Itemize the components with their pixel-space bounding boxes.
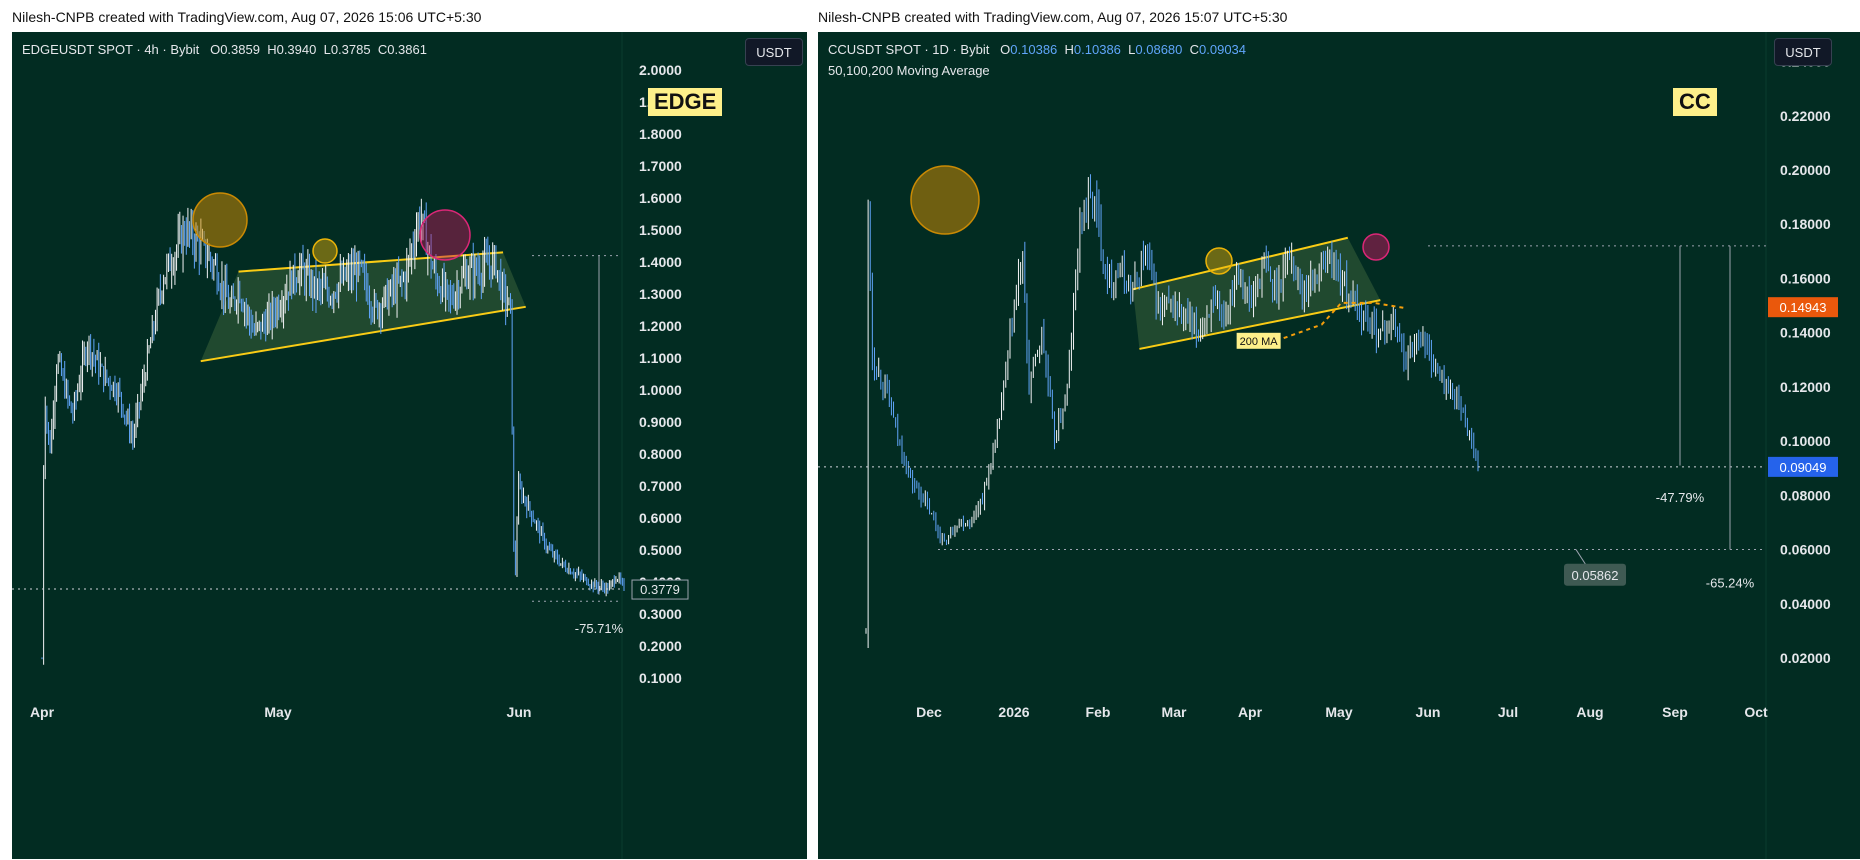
cc-chart-panel[interactable]: 0.240000.220000.200000.180000.160000.140… bbox=[818, 32, 1860, 859]
symbol-header: EDGEUSDT SPOT · 4h · Bybit O0.3859 H0.39… bbox=[22, 42, 427, 57]
x-tick-label: Jul bbox=[1498, 704, 1518, 720]
last-price-label: 0.3779 bbox=[640, 582, 680, 597]
y-tick-label: 0.04000 bbox=[1780, 596, 1831, 612]
open-value: 0.10386 bbox=[1010, 42, 1058, 57]
close-value: 0.3861 bbox=[387, 42, 427, 57]
y-tick-label: 0.06000 bbox=[1780, 542, 1831, 558]
x-tick-label: Oct bbox=[1744, 704, 1768, 720]
channel-lower-line bbox=[200, 305, 526, 363]
x-tick-label: Mar bbox=[1162, 704, 1187, 720]
x-tick-label: Sep bbox=[1662, 704, 1688, 720]
open-label: O bbox=[210, 42, 221, 57]
last-price-box bbox=[631, 579, 689, 600]
y-tick-label: 1.2000 bbox=[639, 318, 682, 334]
ma-value-box bbox=[1768, 297, 1838, 318]
currency-button[interactable]: USDT bbox=[745, 38, 803, 66]
y-tick-label: 0.8000 bbox=[639, 446, 682, 462]
y-tick-label: 0.7000 bbox=[639, 478, 682, 494]
y-tick-label: 0.9000 bbox=[639, 414, 682, 430]
top-circle-orange bbox=[910, 165, 980, 235]
x-tick-label: Apr bbox=[30, 704, 55, 720]
credit-right: Nilesh-CNPB created with TradingView.com… bbox=[818, 9, 1288, 25]
y-tick-label: 1.1000 bbox=[639, 350, 682, 366]
ma200-tag-box bbox=[1236, 332, 1281, 349]
x-tick-label: Apr bbox=[1238, 704, 1263, 720]
target-label: 0.05862 bbox=[1572, 568, 1619, 583]
cc-tag: CC bbox=[1673, 88, 1717, 116]
top-circle-orange bbox=[192, 192, 248, 248]
channel-lower-line bbox=[1139, 299, 1381, 350]
x-tick-label: Dec bbox=[916, 704, 942, 720]
x-tick-label: May bbox=[264, 704, 291, 720]
edge-chart-panel[interactable]: 2.00001.90001.80001.70001.60001.50001.40… bbox=[12, 32, 807, 859]
y-tick-label: 1.5000 bbox=[639, 222, 682, 238]
top-circle-yellow bbox=[312, 238, 338, 264]
ma200-tag: 200 MA bbox=[1240, 336, 1279, 348]
symbol-header: CCUSDT SPOT · 1D · Bybit O0.10386 H0.103… bbox=[828, 42, 1246, 57]
high-label: H bbox=[267, 42, 277, 57]
y-tick-label: 0.3000 bbox=[639, 606, 682, 622]
open-label: O bbox=[1000, 42, 1011, 57]
channel-upper-line bbox=[1132, 236, 1349, 291]
low-value: 0.08680 bbox=[1135, 42, 1183, 57]
close-label: C bbox=[377, 42, 388, 57]
symbol-label: EDGEUSDT SPOT · 4h · Bybit bbox=[22, 42, 200, 57]
y-tick-label: 0.5000 bbox=[639, 542, 682, 558]
drop-label-1: -47.79% bbox=[1656, 490, 1705, 505]
x-tick-label: May bbox=[1325, 704, 1352, 720]
currency-button[interactable]: USDT bbox=[1774, 38, 1832, 66]
top-circle-pink bbox=[1362, 233, 1390, 261]
ma-value-label: 0.14943 bbox=[1780, 300, 1827, 315]
y-tick-label: 1.8000 bbox=[639, 126, 682, 142]
y-tick-label: 0.6000 bbox=[639, 510, 682, 526]
y-tick-label: 2.0000 bbox=[639, 62, 682, 78]
target-box bbox=[1564, 563, 1626, 586]
x-tick-label: Jun bbox=[507, 704, 532, 720]
y-tick-label: 0.02000 bbox=[1780, 650, 1831, 666]
last-price-label: 0.09049 bbox=[1780, 460, 1827, 475]
drop-label-2: -65.24% bbox=[1706, 576, 1755, 591]
y-tick-label: 1.4000 bbox=[639, 254, 682, 270]
symbol-label: CCUSDT SPOT · 1D · Bybit bbox=[828, 42, 990, 57]
low-value: 0.3785 bbox=[330, 42, 371, 57]
top-circle-pink bbox=[419, 209, 471, 261]
x-tick-label: Aug bbox=[1576, 704, 1603, 720]
high-label: H bbox=[1064, 42, 1074, 57]
channel-fill bbox=[1132, 237, 1381, 349]
y-tick-label: 0.08000 bbox=[1780, 487, 1831, 503]
low-label: L bbox=[323, 42, 331, 57]
drop-label: -75.71% bbox=[575, 621, 624, 636]
y-tick-label: 0.18000 bbox=[1780, 216, 1831, 232]
x-tick-label: 2026 bbox=[998, 704, 1029, 720]
y-tick-label: 0.10000 bbox=[1780, 433, 1831, 449]
close-label: C bbox=[1189, 42, 1200, 57]
y-tick-label: 0.16000 bbox=[1780, 270, 1831, 286]
y-tick-label: 1.6000 bbox=[639, 190, 682, 206]
cc-chart-canvas[interactable]: 0.240000.220000.200000.180000.160000.140… bbox=[818, 32, 1860, 859]
last-price-box bbox=[1768, 456, 1838, 477]
y-tick-label: 1.0000 bbox=[639, 382, 682, 398]
edge-tag: EDGE bbox=[648, 88, 723, 116]
high-value: 0.10386 bbox=[1073, 42, 1121, 57]
y-tick-label: 1.7000 bbox=[639, 158, 682, 174]
low-label: L bbox=[1128, 42, 1136, 57]
y-tick-label: 0.12000 bbox=[1780, 379, 1831, 395]
high-value: 0.3940 bbox=[276, 42, 317, 57]
top-circle-yellow bbox=[1205, 247, 1233, 275]
x-tick-label: Jun bbox=[1416, 704, 1441, 720]
y-tick-label: 0.2000 bbox=[639, 638, 682, 654]
close-value: 0.09034 bbox=[1199, 42, 1247, 57]
y-tick-label: 0.14000 bbox=[1780, 325, 1831, 341]
y-tick-label: 0.22000 bbox=[1780, 108, 1831, 124]
edge-chart-canvas[interactable]: 2.00001.90001.80001.70001.60001.50001.40… bbox=[12, 32, 807, 859]
open-value: 0.3859 bbox=[220, 42, 260, 57]
x-tick-label: Feb bbox=[1086, 704, 1111, 720]
y-tick-label: 1.3000 bbox=[639, 286, 682, 302]
ma200-line bbox=[1275, 301, 1407, 342]
y-tick-label: 0.1000 bbox=[639, 670, 682, 686]
indicator-label: 50,100,200 Moving Average bbox=[828, 63, 990, 78]
y-tick-label: 0.20000 bbox=[1780, 162, 1831, 178]
credit-left: Nilesh-CNPB created with TradingView.com… bbox=[12, 9, 482, 25]
